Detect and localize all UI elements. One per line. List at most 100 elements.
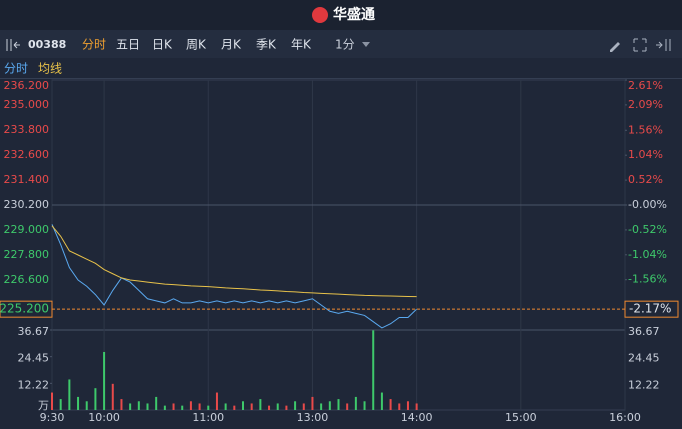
- y-tick-label: 235.000: [4, 98, 50, 111]
- legend-price: 分时: [4, 62, 28, 76]
- tab[interactable]: 五日: [116, 38, 140, 52]
- brand: 华盛通: [333, 6, 375, 23]
- y2-tick-label: -1.56%: [628, 273, 667, 286]
- volume-bar: [406, 401, 409, 410]
- tab[interactable]: 月K: [221, 38, 242, 52]
- y-tick-label: 233.800: [4, 123, 50, 136]
- volume-bar: [111, 383, 114, 410]
- divider: [0, 78, 682, 79]
- x-tick-label: 11:00: [192, 411, 224, 424]
- volume-bar: [380, 392, 383, 410]
- y2-tick-label: 1.04%: [628, 148, 663, 161]
- price-line: [51, 224, 417, 329]
- volume-bar: [320, 403, 323, 410]
- volume-bar: [276, 403, 279, 410]
- last-change-box: [624, 300, 679, 318]
- last-price-label: 225.200: [0, 302, 49, 316]
- y-tick-label: 230.200: [4, 198, 50, 211]
- last-price-box: [0, 300, 53, 318]
- vol-tick-label: 24.45: [628, 352, 660, 365]
- y2-tick-label: 1.56%: [628, 123, 663, 136]
- tab[interactable]: 分时: [82, 38, 106, 52]
- price-line: [51, 225, 417, 298]
- volume-bar: [242, 401, 244, 410]
- x-tick-label: 13:00: [297, 411, 329, 424]
- volume-bar: [328, 401, 331, 410]
- last-change-label: -2.17%: [629, 302, 671, 316]
- volume-bar: [59, 399, 62, 410]
- vol-tick-label: 36.67: [628, 325, 660, 338]
- y2-tick-label: -0.00%: [628, 198, 667, 211]
- expand-icon[interactable]: [656, 39, 671, 51]
- y-tick-label: 226.600: [4, 273, 50, 286]
- x-tick-label: 14:00: [401, 411, 433, 424]
- vol-unit: 万: [38, 399, 49, 412]
- volume-bar: [137, 401, 140, 410]
- volume-bar: [302, 403, 305, 410]
- x-tick-label: 9:30: [40, 411, 65, 424]
- volume-bar: [311, 396, 314, 410]
- y-tick-label: 236.200: [4, 79, 50, 92]
- stock-code: 00388: [28, 38, 66, 51]
- legend-row: [0, 58, 682, 78]
- volume-bar: [215, 392, 218, 410]
- volume-bar: [259, 399, 262, 410]
- x-tick-label: 15:00: [505, 411, 537, 424]
- y2-tick-label: -1.04%: [628, 248, 667, 261]
- y-tick-label: 231.400: [4, 173, 50, 186]
- tab[interactable]: 年K: [291, 38, 312, 52]
- plot-border: [51, 79, 626, 411]
- y-tick-label: 229.000: [4, 223, 50, 236]
- volume-bar: [146, 403, 149, 410]
- x-tick-label: 10:00: [88, 411, 120, 424]
- logo: [312, 7, 328, 23]
- volume-bar: [285, 405, 288, 410]
- volume-bar: [189, 401, 192, 410]
- vol-tick-label: 36.67: [18, 325, 50, 338]
- volume-bar: [172, 403, 175, 410]
- x-tick-label: 16:00: [609, 411, 641, 424]
- volume-bar: [415, 403, 418, 410]
- volume-bar: [294, 401, 297, 410]
- volume-bar: [354, 396, 357, 410]
- y2-tick-label: -0.52%: [628, 223, 667, 236]
- volume-bar: [337, 399, 340, 410]
- volume-bar: [268, 405, 271, 410]
- dropdown-icon[interactable]: [362, 42, 370, 47]
- volume-bar: [198, 403, 201, 410]
- volume-bar: [346, 403, 349, 410]
- volume-bar: [398, 403, 401, 410]
- tab[interactable]: 季K: [256, 38, 277, 52]
- vol-tick-label: 12.22: [628, 378, 660, 391]
- volume-bar: [233, 405, 236, 410]
- volume-bar: [224, 403, 227, 410]
- volume-bar: [85, 401, 88, 410]
- legend-avg: 均线: [38, 62, 62, 76]
- collapse-icon[interactable]: [6, 39, 20, 51]
- toolbar: [0, 30, 682, 58]
- period[interactable]: 1分: [335, 38, 355, 52]
- tab[interactable]: 周K: [186, 38, 207, 52]
- vol-tick-label: 12.22: [18, 378, 50, 391]
- y-tick-label: 232.600: [4, 148, 50, 161]
- volume-bar: [94, 388, 97, 410]
- fullscreen-icon[interactable]: [633, 38, 647, 52]
- volume-bar: [389, 399, 392, 410]
- volume-bar: [129, 403, 132, 410]
- volume-bar: [207, 405, 210, 410]
- y2-tick-label: 2.09%: [628, 98, 663, 111]
- volume-bar: [77, 396, 80, 410]
- volume-bar: [155, 396, 158, 410]
- y2-tick-label: 0.52%: [628, 173, 663, 186]
- tab[interactable]: 日K: [152, 38, 173, 52]
- volume-bar: [120, 399, 123, 410]
- volume-bar: [250, 403, 253, 410]
- volume-bar: [103, 351, 106, 410]
- volume-bar: [51, 392, 53, 410]
- volume-bar: [363, 401, 366, 410]
- edit-icon[interactable]: [610, 42, 620, 52]
- vol-tick-label: 24.45: [18, 352, 50, 365]
- y-tick-label: 227.800: [4, 248, 50, 261]
